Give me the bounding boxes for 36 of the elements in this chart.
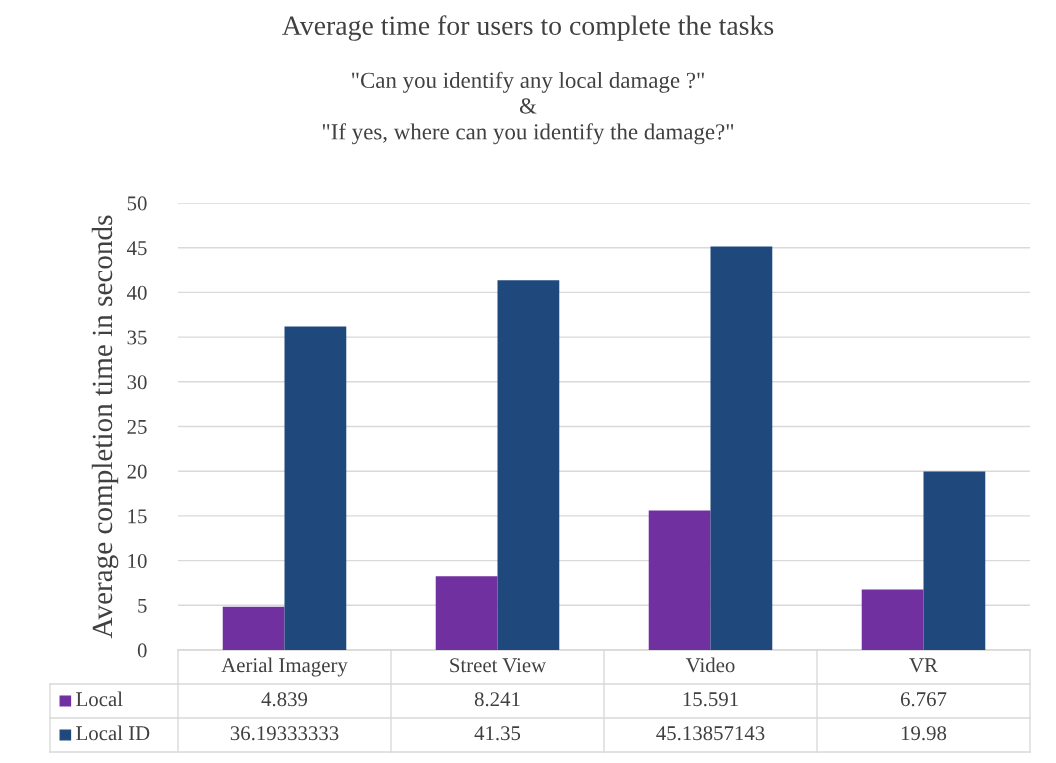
bar: [923, 471, 986, 650]
bar: [497, 280, 560, 650]
bar: [222, 606, 285, 650]
y-tick-label: 0: [137, 643, 147, 658]
bar: [284, 326, 347, 650]
legend-label: Local: [76, 691, 123, 707]
data-label: 36.19333333: [230, 726, 339, 741]
x-tick-label: VR: [909, 658, 938, 673]
chart-subtitle: "Can you identify any local damage ?" & "If yes, where can you identify the damage?": [322, 71, 734, 145]
data-label: 41.35: [474, 726, 521, 741]
y-tick-label: 25: [127, 419, 147, 434]
x-tick-label: Street View: [450, 658, 547, 673]
legend-label: Local ID: [76, 725, 150, 741]
data-label: 45.13857143: [656, 726, 765, 741]
data-label: 4.839: [261, 692, 308, 707]
y-axis-title: Average completion time in seconds: [91, 215, 119, 639]
data-label: 19.98: [901, 726, 947, 741]
data-label: 6.767: [900, 692, 947, 707]
y-tick-label: 10: [128, 553, 147, 569]
x-tick-label: Aerial Imagery: [221, 657, 348, 677]
y-tick-label: 20: [127, 464, 147, 479]
y-tick-label: 40: [127, 285, 147, 300]
data-label: 8.241: [474, 692, 520, 707]
y-tick-label: 35: [127, 330, 147, 345]
data-label: 15.591: [683, 692, 738, 707]
bar: [435, 576, 498, 650]
bar: [648, 510, 711, 650]
y-tick-label: 5: [138, 598, 147, 613]
y-tick-label: 45: [127, 241, 147, 256]
y-tick-label: 15: [128, 509, 147, 524]
y-tick-label: 50: [127, 196, 147, 211]
x-tick-label: Video: [685, 657, 735, 673]
bar: [710, 246, 773, 650]
chart-title: Average time for users to complete the tasks: [282, 15, 774, 41]
bar: [861, 589, 924, 650]
y-tick-label: 30: [127, 375, 147, 390]
